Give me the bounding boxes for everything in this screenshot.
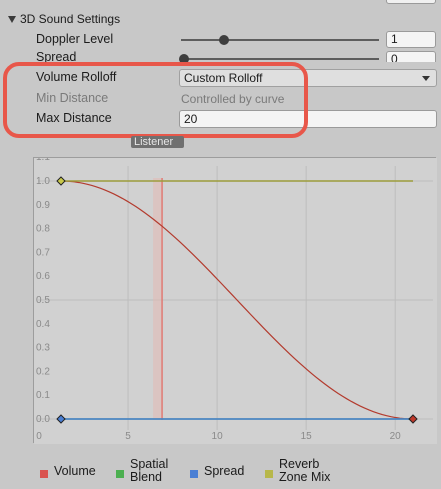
volume-rolloff-label: Volume Rolloff (36, 70, 117, 84)
doppler-level-slider-thumb[interactable] (218, 35, 229, 45)
doppler-level-row: Doppler Level 1 (0, 31, 441, 49)
legend-label-spread: Spread (204, 464, 245, 478)
max-distance-label: Max Distance (36, 111, 112, 125)
spread-slider-thumb[interactable] (179, 54, 189, 62)
dropdown-caret-icon (422, 76, 430, 81)
legend-item-volume[interactable]: Volume (40, 465, 96, 478)
spread-label: Spread (36, 51, 77, 62)
section-title: 3D Sound Settings (20, 12, 121, 26)
x-tick-label: 10 (212, 431, 224, 442)
legend-swatch-spread (190, 470, 198, 478)
y-tick-label: 0.9 (36, 200, 50, 211)
spread-row: Spread 0 (0, 51, 441, 62)
x-tick-label: 0 (36, 431, 42, 442)
max-distance-field[interactable]: 20 (179, 110, 437, 128)
legend-swatch-volume (40, 470, 48, 478)
doppler-level-label: Doppler Level (36, 32, 114, 46)
y-tick-label: 0.5 (36, 295, 50, 306)
y-tick-label: 1.1 (36, 158, 50, 163)
spread-field[interactable]: 0 (386, 51, 436, 62)
max-distance-row: Max Distance 20 (0, 110, 441, 128)
y-tick-label: 0.6 (36, 271, 50, 282)
y-tick-label: 0.3 (36, 343, 50, 354)
y-tick-label: 0.7 (36, 247, 50, 258)
legend-label-volume: Volume (54, 464, 96, 478)
y-tick-label: 0.0 (36, 414, 50, 425)
min-distance-value: Controlled by curve (181, 92, 285, 106)
spread-slider-track[interactable] (181, 58, 379, 60)
y-tick-label: 0.1 (36, 390, 50, 401)
curve-key-point (408, 414, 418, 424)
legend-item-spread[interactable]: Spread (190, 465, 244, 478)
x-tick-label: 20 (390, 431, 402, 442)
listener-tag: Listener (131, 136, 184, 148)
rolloff-graph[interactable]: 0 5 10 15 20 1.1 1.0 0.9 0.8 0.7 0.6 0.5 0.4 0.3 0.2 0.… (33, 157, 437, 444)
min-distance-row: Min Distance Controlled by curve (0, 90, 441, 108)
volume-rolloff-value: Custom Rolloff (184, 71, 263, 85)
y-tick-label: 0.4 (36, 319, 50, 330)
legend-swatch-spatial-blend (116, 470, 124, 478)
legend-label-spatial-blend: Spatial Blend (130, 457, 169, 484)
section-header[interactable]: 3D Sound Settings (8, 10, 120, 28)
legend-item-spatial-blend[interactable]: Spatial Blend (116, 458, 168, 484)
legend-item-reverb-zone-mix[interactable]: Reverb Zone Mix (265, 458, 330, 484)
cut-off-field[interactable] (386, 0, 436, 4)
y-tick-label: 0.8 (36, 224, 50, 235)
curve-legend: Volume Spatial Blend Spread Reverb Zone … (0, 455, 441, 485)
y-tick-label: 0.2 (36, 366, 50, 377)
graph-background (34, 158, 437, 444)
doppler-level-slider-track[interactable] (181, 39, 379, 41)
legend-swatch-reverb-zone-mix (265, 470, 273, 478)
listener-band (153, 178, 163, 420)
cut-off-row (0, 0, 441, 6)
min-distance-label: Min Distance (36, 91, 109, 105)
x-tick-label: 5 (125, 431, 131, 442)
foldout-arrow-icon[interactable] (8, 15, 16, 23)
doppler-level-field[interactable]: 1 (386, 31, 436, 48)
curve-key-point (56, 176, 66, 186)
x-tick-label: 15 (301, 431, 313, 442)
y-tick-label: 1.0 (36, 176, 50, 187)
rolloff-graph-svg[interactable]: 0 5 10 15 20 1.1 1.0 0.9 0.8 0.7 0.6 0.5 0.4 0.3 0.2 0.… (34, 158, 437, 444)
curve-key-point (56, 414, 66, 424)
legend-label-reverb-zone-mix: Reverb Zone Mix (279, 457, 331, 484)
series-volume (60, 180, 414, 420)
volume-rolloff-dropdown[interactable]: Custom Rolloff (179, 69, 437, 87)
volume-rolloff-row: Volume Rolloff Custom Rolloff (0, 69, 441, 87)
